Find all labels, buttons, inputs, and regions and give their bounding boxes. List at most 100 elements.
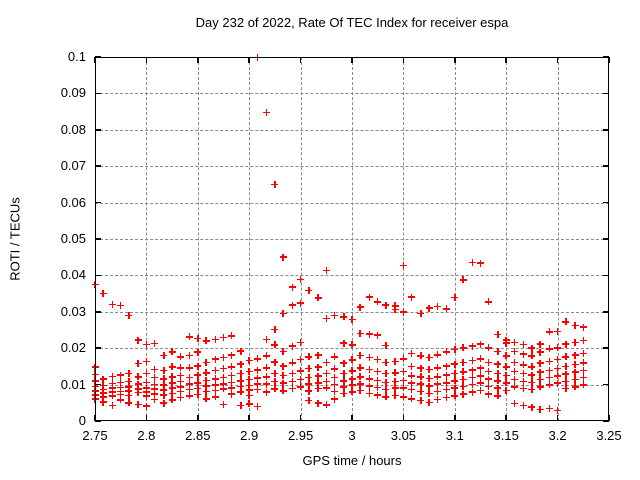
data-point xyxy=(494,360,502,368)
data-point xyxy=(494,392,502,400)
data-point xyxy=(554,327,562,335)
data-point xyxy=(545,405,553,413)
data-point xyxy=(340,390,348,398)
data-point xyxy=(220,373,227,381)
data-point xyxy=(571,361,579,369)
data-point xyxy=(202,369,210,377)
data-point xyxy=(433,396,441,404)
data-point xyxy=(399,393,407,401)
x-tick-label: 3.2 xyxy=(548,428,567,443)
data-point xyxy=(279,253,287,261)
x-tick-mark xyxy=(454,57,456,63)
data-point xyxy=(331,395,339,403)
data-point xyxy=(579,381,587,389)
data-point xyxy=(186,364,194,372)
data-point xyxy=(288,359,296,367)
data-point xyxy=(510,367,518,375)
x-axis-label: GPS time / hours xyxy=(302,453,402,468)
y-tick-mark xyxy=(95,92,101,95)
data-point xyxy=(168,363,176,371)
data-point xyxy=(374,391,382,399)
data-point xyxy=(510,338,518,346)
data-point xyxy=(279,347,287,355)
data-point xyxy=(331,374,339,382)
y-tick-label: 0.07 xyxy=(60,158,86,174)
data-point xyxy=(142,369,150,377)
data-point xyxy=(468,357,476,365)
data-point xyxy=(151,396,159,404)
y-axis-label: ROTI / TECUs xyxy=(7,197,23,281)
data-point xyxy=(253,374,261,382)
data-point xyxy=(365,375,373,383)
data-point xyxy=(331,311,339,319)
x-tick-label: 3.15 xyxy=(493,428,519,443)
data-point xyxy=(451,392,459,400)
data-point xyxy=(168,384,176,392)
chart-title: Day 232 of 2022, Rate Of TEC Index for r… xyxy=(195,15,509,30)
data-point xyxy=(271,385,279,393)
data-point xyxy=(433,388,441,396)
x-tick-mark xyxy=(145,57,148,63)
data-point xyxy=(253,380,261,388)
data-point xyxy=(502,352,510,360)
data-point xyxy=(134,385,142,393)
data-point xyxy=(451,377,459,385)
data-point xyxy=(99,398,107,406)
y-gridline xyxy=(95,275,609,277)
data-point xyxy=(374,367,382,375)
plot-area xyxy=(91,54,610,422)
data-point xyxy=(279,362,287,370)
data-point xyxy=(536,359,544,367)
data-point xyxy=(579,323,587,331)
y-tick-mark xyxy=(603,274,609,277)
x-tick-mark xyxy=(402,57,405,63)
data-point xyxy=(99,290,107,298)
data-point xyxy=(314,351,322,359)
data-point xyxy=(340,339,348,347)
data-point xyxy=(117,390,125,398)
data-point xyxy=(477,364,484,372)
data-point xyxy=(99,389,107,397)
data-point xyxy=(399,377,407,385)
data-point xyxy=(382,393,390,401)
data-point xyxy=(536,406,544,414)
data-point xyxy=(554,365,562,373)
data-point xyxy=(194,379,202,387)
data-point xyxy=(451,346,459,354)
data-point xyxy=(374,331,382,339)
data-point xyxy=(562,377,570,385)
data-point xyxy=(314,385,322,393)
y-tick-label: 0 xyxy=(78,413,86,428)
data-point xyxy=(271,341,279,349)
y-tick-mark xyxy=(603,347,609,349)
data-point xyxy=(160,386,168,394)
data-point xyxy=(459,358,467,366)
data-point xyxy=(545,328,553,336)
data-point xyxy=(91,281,99,288)
data-point xyxy=(510,400,518,408)
data-point xyxy=(443,348,451,356)
data-point xyxy=(408,379,416,387)
data-point xyxy=(459,382,467,390)
data-point xyxy=(202,395,210,403)
data-point xyxy=(356,303,364,311)
data-point xyxy=(425,398,433,406)
data-point xyxy=(443,362,451,370)
data-point xyxy=(382,378,390,386)
data-point xyxy=(425,382,433,390)
y-tick-label: 0.06 xyxy=(60,194,86,210)
data-point xyxy=(408,386,416,394)
data-point xyxy=(510,383,518,391)
data-point xyxy=(305,380,313,388)
data-point xyxy=(562,370,570,378)
y-tick-label: 0.1 xyxy=(67,49,86,64)
data-point xyxy=(142,378,150,386)
data-point xyxy=(408,293,416,301)
y-tick-label: 0.03 xyxy=(60,303,86,319)
data-point xyxy=(536,368,544,376)
data-point xyxy=(502,386,510,394)
data-point xyxy=(245,386,253,394)
data-point xyxy=(108,392,116,400)
data-point xyxy=(220,401,227,409)
data-point xyxy=(562,385,570,393)
